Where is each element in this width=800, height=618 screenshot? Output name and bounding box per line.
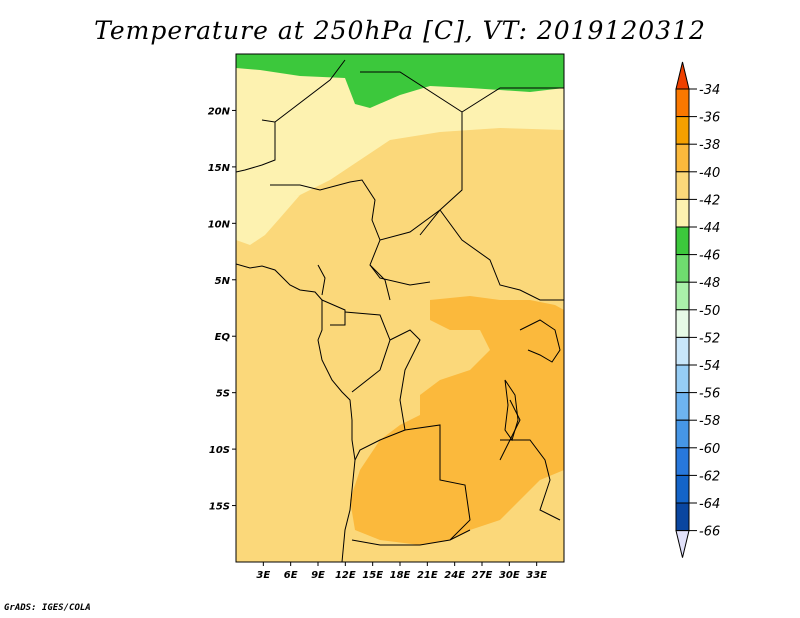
temperature-field — [236, 54, 564, 562]
field-cool-region — [236, 54, 564, 205]
lon-tick-label: 15E — [362, 570, 383, 581]
lon-tick-label: 3E — [256, 570, 270, 581]
border — [461, 87, 564, 113]
colorbar: -34 -36 -38 -40 -42 -44 -46 -48 -50 -52 -54 -56 -58 -… — [675, 61, 720, 558]
colorbar-label: -52 — [699, 331, 720, 346]
colorbar-swatch — [675, 116, 690, 145]
field-cool-region — [236, 195, 300, 245]
colorbar-label: -56 — [699, 387, 720, 402]
border — [360, 71, 463, 236]
latitude-axis: 20N 15N 10N 5N EQ 5S 10S 15S — [208, 106, 236, 513]
colorbar-swatch — [675, 419, 690, 449]
colorbar-swatch — [675, 171, 690, 200]
border — [439, 209, 564, 301]
colorbar-label: -54 — [699, 359, 720, 374]
colorbar-top-arrow — [675, 61, 690, 90]
lat-tick-label: 15N — [208, 163, 231, 174]
colorbar-swatch — [675, 254, 690, 283]
lon-tick-label: 30E — [499, 570, 520, 581]
border — [500, 439, 561, 521]
colorbar-swatch — [675, 309, 690, 338]
border — [321, 299, 346, 326]
lat-tick-label: 15S — [209, 502, 230, 513]
colorbar-swatch — [675, 88, 690, 118]
border — [379, 209, 441, 241]
colorbar-swatch — [675, 226, 690, 256]
colorbar-label: -46 — [699, 249, 720, 264]
colorbar-bottom-arrow — [675, 530, 690, 558]
field-cold-region — [236, 54, 564, 108]
lat-tick-label: 10N — [208, 219, 231, 230]
lon-tick-label: 18E — [390, 570, 411, 581]
lon-tick-label: 12E — [335, 570, 356, 581]
colorbar-label: -64 — [699, 497, 720, 512]
map-borders — [236, 59, 564, 562]
lat-tick-label: 5S — [216, 389, 230, 400]
colorbar-label: -42 — [699, 193, 720, 208]
colorbar-swatch — [675, 364, 690, 394]
credit-label: GrADS: IGES/COLA — [4, 603, 91, 613]
colorbar-swatch — [675, 392, 690, 421]
colorbar-label: -36 — [699, 111, 720, 126]
colorbar-label: -40 — [699, 166, 720, 181]
colorbar-label: -66 — [699, 525, 720, 540]
lon-tick-label: 6E — [284, 570, 298, 581]
colorbar-swatch — [675, 143, 690, 173]
colorbar-label: -50 — [699, 304, 720, 319]
lake — [504, 379, 519, 442]
colorbar-label: -58 — [699, 414, 720, 429]
lat-tick-label: EQ — [215, 332, 231, 343]
border — [274, 59, 346, 123]
lon-tick-label: 33E — [526, 570, 547, 581]
border — [519, 319, 561, 363]
border — [404, 424, 471, 541]
colorbar-swatch — [675, 502, 690, 532]
border — [354, 329, 421, 461]
border — [369, 264, 431, 286]
colorbar-label: -62 — [699, 469, 720, 484]
field-warm-region — [350, 296, 564, 545]
border — [270, 179, 391, 301]
lat-tick-label: 10S — [209, 445, 230, 456]
colorbar-swatch — [675, 474, 690, 504]
lon-tick-label: 21E — [417, 570, 438, 581]
colorbar-label: -60 — [699, 442, 720, 457]
longitude-axis: 3E 6E 9E 12E 15E 18E 21E 24E 27E 30E 33E — [256, 562, 547, 581]
colorbar-swatch — [675, 336, 690, 366]
lon-tick-label: 24E — [444, 570, 465, 581]
colorbar-label: -38 — [699, 138, 720, 153]
border — [351, 529, 471, 546]
lat-tick-label: 5N — [215, 276, 231, 287]
lon-tick-label: 27E — [472, 570, 493, 581]
lat-tick-label: 20N — [208, 106, 231, 117]
colorbar-label: -48 — [699, 276, 720, 291]
lon-tick-label: 9E — [311, 570, 325, 581]
map-title: Temperature at 250hPa [C], VT: 201912031… — [94, 16, 706, 45]
colorbar-label: -44 — [699, 221, 720, 236]
colorbar-swatch — [675, 447, 690, 476]
colorbar-swatch — [675, 281, 690, 311]
border — [317, 264, 326, 296]
colorbar-label: -34 — [699, 83, 720, 98]
colorbar-swatch — [675, 198, 690, 228]
border — [236, 119, 276, 173]
coastline — [236, 263, 356, 562]
